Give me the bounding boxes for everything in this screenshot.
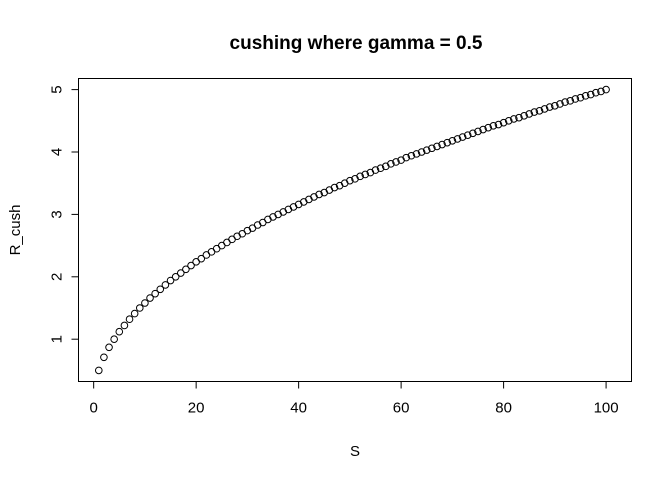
data-point [125, 315, 134, 324]
data-point [504, 117, 513, 125]
data-point [407, 151, 416, 160]
data-point [479, 125, 487, 134]
data-point [474, 127, 482, 136]
data-point [566, 97, 575, 105]
data-point [597, 87, 605, 96]
data-point [105, 343, 113, 352]
x-tick-label: 100 [594, 400, 619, 417]
data-point [412, 150, 421, 158]
x-tick-label: 80 [495, 400, 512, 417]
data-point [417, 148, 426, 156]
data-point [346, 176, 354, 185]
chart-title: cushing where gamma = 0.5 [230, 33, 483, 54]
data-points [94, 85, 610, 375]
data-point [330, 183, 339, 192]
data-point [530, 108, 539, 116]
data-point [453, 135, 462, 143]
data-point [161, 281, 170, 289]
data-point [197, 254, 206, 263]
data-point [525, 110, 534, 118]
data-point [561, 98, 569, 106]
data-point [448, 136, 457, 145]
data-point [458, 133, 467, 141]
data-point [571, 95, 580, 103]
data-point [315, 190, 323, 199]
y-tick-label: 5 [49, 85, 66, 93]
x-axis-label: S [350, 443, 360, 460]
data-point [110, 335, 118, 343]
data-point [182, 265, 190, 274]
data-point [392, 158, 400, 166]
data-point [551, 102, 559, 110]
data-point [156, 285, 165, 294]
y-tick-label: 2 [49, 273, 66, 281]
y-tick-label: 3 [49, 210, 66, 218]
data-point [576, 93, 585, 102]
data-point [141, 299, 149, 307]
data-point [422, 146, 431, 154]
data-point [151, 289, 159, 298]
x-tick-label: 40 [290, 400, 307, 417]
y-tick-label: 1 [49, 335, 66, 343]
data-point [438, 140, 446, 149]
data-point [433, 142, 441, 151]
data-point [94, 366, 103, 375]
data-point [187, 261, 195, 270]
data-point [376, 164, 385, 173]
x-axis: 0 20 40 60 80 100 [89, 381, 619, 417]
data-point [371, 166, 380, 174]
y-axis: 1 2 3 4 5 [49, 85, 79, 343]
data-point [540, 105, 549, 113]
data-point [387, 160, 395, 168]
data-point [515, 113, 523, 122]
data-point [494, 120, 503, 129]
data-point [510, 115, 518, 123]
data-point [146, 294, 154, 302]
data-point [402, 153, 411, 162]
data-point [592, 88, 600, 97]
data-point [176, 269, 185, 277]
data-point [581, 92, 590, 100]
data-point [489, 121, 498, 130]
data-point [130, 309, 139, 318]
data-point [361, 170, 370, 179]
x-tick-label: 0 [89, 400, 97, 417]
data-point [120, 321, 129, 330]
data-point [443, 138, 452, 147]
data-point [428, 144, 436, 153]
data-point [356, 172, 364, 181]
data-point [171, 272, 180, 281]
data-point [484, 123, 493, 132]
data-point [520, 112, 528, 120]
data-point [463, 131, 472, 139]
data-point [535, 107, 544, 115]
data-point [469, 129, 477, 138]
y-tick-label: 4 [49, 148, 66, 156]
plot-frame [78, 78, 632, 382]
data-point [135, 304, 144, 312]
data-point [545, 103, 554, 111]
x-tick-label: 20 [188, 400, 205, 417]
data-point [556, 100, 564, 108]
data-point [602, 85, 610, 94]
data-point [115, 327, 124, 336]
y-axis-label: R_cush [7, 205, 24, 256]
data-point [499, 118, 508, 127]
data-point [100, 353, 108, 362]
data-point [166, 276, 175, 285]
x-tick-label: 60 [393, 400, 410, 417]
data-point [586, 90, 595, 99]
